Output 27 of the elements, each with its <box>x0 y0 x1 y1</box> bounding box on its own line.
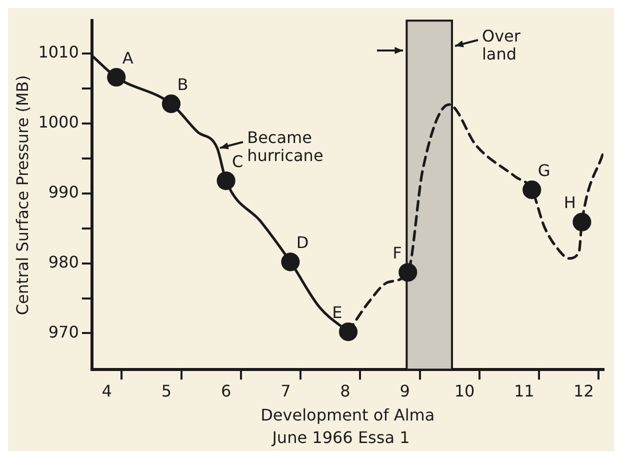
x-tick-label: 8 <box>340 381 350 400</box>
x-tick-label: 6 <box>220 381 232 400</box>
y-tick-label: 990 <box>48 182 79 202</box>
annotation: A <box>122 48 134 68</box>
annotation: D <box>296 233 309 252</box>
x-tick-label: 4 <box>102 381 112 400</box>
y-tick-label: 970 <box>48 322 79 342</box>
annotation: E <box>332 302 342 322</box>
annotation: C <box>232 152 244 171</box>
annotation: H <box>564 193 576 212</box>
x-tick-label: 9 <box>400 381 410 400</box>
x-tick-label: 12 <box>574 381 594 400</box>
y-tick-label: 1010 <box>38 42 79 62</box>
annotation: G <box>538 161 550 180</box>
x-tick-label: 10 <box>454 381 475 400</box>
x-tick-label: 5 <box>161 381 172 400</box>
text: June 1966 Essa 1 <box>270 428 411 447</box>
x-tick-label: 11 <box>514 381 534 400</box>
y-tick-label: 980 <box>48 252 79 272</box>
x-tick-label: 7 <box>280 381 291 400</box>
annotation: B <box>177 74 188 94</box>
x-axis-title: Development of Alma <box>260 406 435 425</box>
annotation: F <box>392 244 402 263</box>
annotation: Became hurricane <box>247 128 324 166</box>
y-axis-title: Central Surface Pressure (MB) <box>12 75 32 316</box>
annotation: Over land <box>482 26 521 64</box>
y-tick-label: 1000 <box>38 112 79 132</box>
